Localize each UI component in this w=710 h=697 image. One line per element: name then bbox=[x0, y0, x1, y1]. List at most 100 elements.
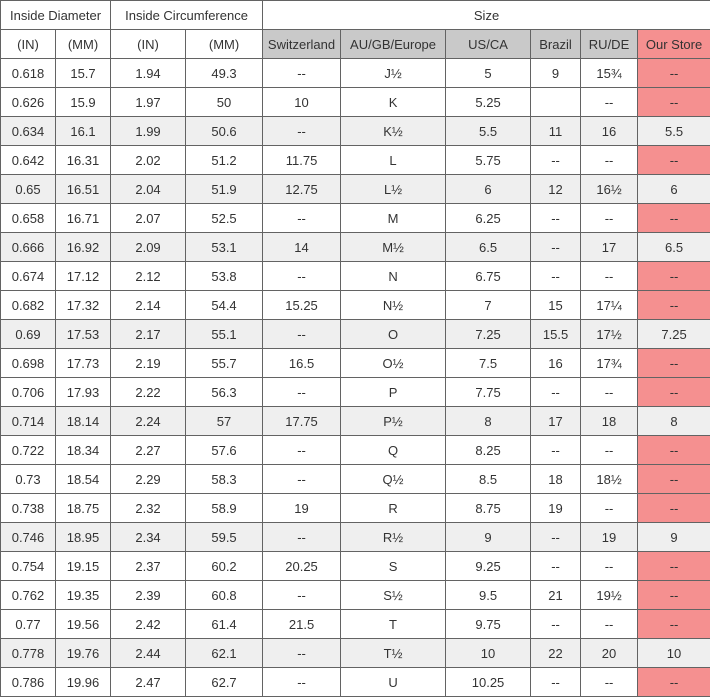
table-cell: 15.9 bbox=[56, 88, 111, 117]
table-cell: 17¼ bbox=[581, 291, 638, 320]
table-cell: 51.9 bbox=[186, 175, 263, 204]
col-header-circumference-mm: (MM) bbox=[186, 30, 263, 59]
table-cell: 8.75 bbox=[446, 494, 531, 523]
table-cell: 0.722 bbox=[1, 436, 56, 465]
header-inside-circumference: Inside Circumference bbox=[111, 1, 263, 30]
table-cell: 2.32 bbox=[111, 494, 186, 523]
table-cell: 0.77 bbox=[1, 610, 56, 639]
table-cell: 17.93 bbox=[56, 378, 111, 407]
table-cell: 17.12 bbox=[56, 262, 111, 291]
table-cell: 20 bbox=[581, 639, 638, 668]
table-cell: 0.682 bbox=[1, 291, 56, 320]
table-cell: -- bbox=[531, 378, 581, 407]
table-cell: 17¾ bbox=[581, 349, 638, 378]
table-cell: -- bbox=[263, 523, 341, 552]
table-cell: 8.25 bbox=[446, 436, 531, 465]
table-cell: 59.5 bbox=[186, 523, 263, 552]
table-cell: 2.12 bbox=[111, 262, 186, 291]
table-cell: S bbox=[341, 552, 446, 581]
table-cell: 5.75 bbox=[446, 146, 531, 175]
table-cell-our-store: 10 bbox=[638, 639, 710, 668]
table-cell: M bbox=[341, 204, 446, 233]
table-cell: 0.618 bbox=[1, 59, 56, 88]
table-cell: 19.56 bbox=[56, 610, 111, 639]
table-cell: 19.35 bbox=[56, 581, 111, 610]
table-cell: 11 bbox=[531, 117, 581, 146]
table-cell: 6.75 bbox=[446, 262, 531, 291]
table-cell: 14 bbox=[263, 233, 341, 262]
table-cell: 2.47 bbox=[111, 668, 186, 697]
table-cell: 0.658 bbox=[1, 204, 56, 233]
table-cell: -- bbox=[581, 552, 638, 581]
table-cell-our-store: -- bbox=[638, 581, 710, 610]
table-cell: 0.73 bbox=[1, 465, 56, 494]
table-cell-our-store: 9 bbox=[638, 523, 710, 552]
table-cell: -- bbox=[263, 581, 341, 610]
table-cell: 0.738 bbox=[1, 494, 56, 523]
table-cell: -- bbox=[581, 378, 638, 407]
table-cell: O½ bbox=[341, 349, 446, 378]
table-cell: 2.37 bbox=[111, 552, 186, 581]
table-cell: 19 bbox=[263, 494, 341, 523]
table-cell: 53.8 bbox=[186, 262, 263, 291]
table-cell: 51.2 bbox=[186, 146, 263, 175]
table-cell: -- bbox=[531, 436, 581, 465]
table-cell: 18½ bbox=[581, 465, 638, 494]
table-cell: 10 bbox=[263, 88, 341, 117]
table-cell: 15 bbox=[531, 291, 581, 320]
table-cell: 57.6 bbox=[186, 436, 263, 465]
table-cell bbox=[531, 88, 581, 117]
table-cell: 60.2 bbox=[186, 552, 263, 581]
table-cell: 0.642 bbox=[1, 146, 56, 175]
table-cell: 17.53 bbox=[56, 320, 111, 349]
table-cell: 8 bbox=[446, 407, 531, 436]
table-cell: 5 bbox=[446, 59, 531, 88]
col-header-diameter-mm: (MM) bbox=[56, 30, 111, 59]
table-cell: 54.4 bbox=[186, 291, 263, 320]
table-cell: O bbox=[341, 320, 446, 349]
col-header-circumference-in: (IN) bbox=[111, 30, 186, 59]
table-cell: 19.15 bbox=[56, 552, 111, 581]
table-cell: 50 bbox=[186, 88, 263, 117]
table-cell: 18.34 bbox=[56, 436, 111, 465]
table-cell: 52.5 bbox=[186, 204, 263, 233]
table-cell: 17.32 bbox=[56, 291, 111, 320]
table-cell: 1.97 bbox=[111, 88, 186, 117]
table-cell: 21 bbox=[531, 581, 581, 610]
table-cell: 2.39 bbox=[111, 581, 186, 610]
table-cell: 56.3 bbox=[186, 378, 263, 407]
table-cell-our-store: 5.5 bbox=[638, 117, 710, 146]
table-cell: 62.7 bbox=[186, 668, 263, 697]
table-cell: -- bbox=[581, 494, 638, 523]
table-cell: N bbox=[341, 262, 446, 291]
table-cell: 2.17 bbox=[111, 320, 186, 349]
table-cell-our-store: 6 bbox=[638, 175, 710, 204]
table-cell: 0.786 bbox=[1, 668, 56, 697]
table-cell: -- bbox=[263, 204, 341, 233]
table-cell: 18 bbox=[531, 465, 581, 494]
table-cell: 7.25 bbox=[446, 320, 531, 349]
header-group-row: Inside Diameter Inside Circumference Siz… bbox=[1, 1, 710, 30]
table-cell: 7 bbox=[446, 291, 531, 320]
table-cell-our-store: -- bbox=[638, 378, 710, 407]
table-cell: 57 bbox=[186, 407, 263, 436]
table-cell: -- bbox=[581, 204, 638, 233]
table-cell: 16.5 bbox=[263, 349, 341, 378]
table-cell: 2.42 bbox=[111, 610, 186, 639]
table-cell: 2.29 bbox=[111, 465, 186, 494]
header-size: Size bbox=[263, 1, 710, 30]
